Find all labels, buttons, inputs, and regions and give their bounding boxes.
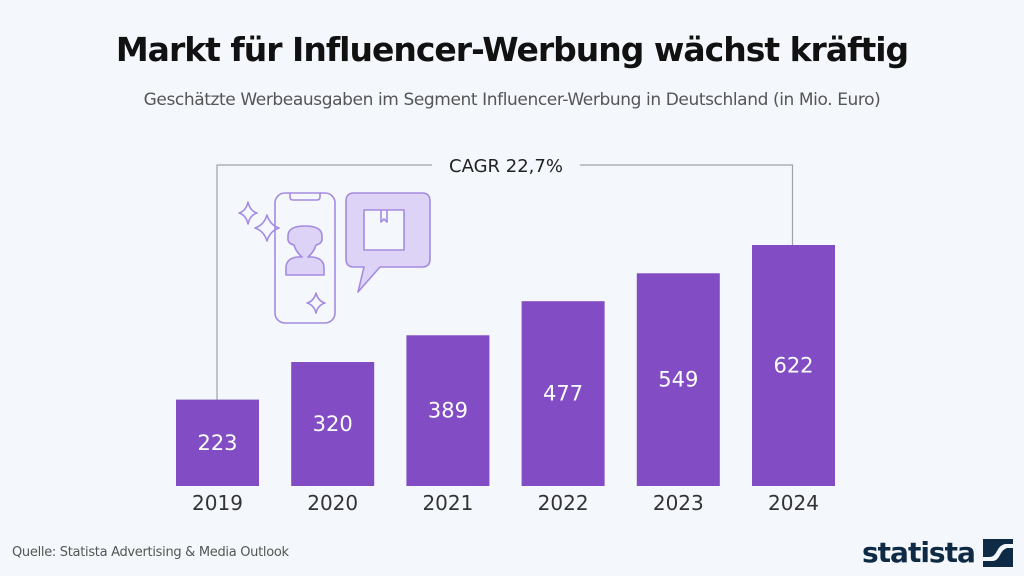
person-icon — [285, 225, 325, 276]
bar-value-label: 320 — [313, 412, 353, 436]
x-tick-label: 2023 — [653, 491, 704, 515]
smartphone-icon — [274, 192, 336, 324]
cagr-label: CAGR 22,7% — [449, 156, 563, 177]
sparkle-icon — [306, 292, 326, 314]
bar-labels-group: 223 320 389 477 549 622 — [197, 354, 813, 455]
bar-value-label: 389 — [428, 399, 468, 423]
x-tick-label: 2022 — [538, 491, 589, 515]
x-tick-label: 2019 — [192, 491, 243, 515]
cagr-bracket: CAGR 22,7% — [216, 156, 794, 400]
x-tick-label: 2020 — [307, 491, 358, 515]
bracket-left-line — [216, 164, 432, 400]
bracket-right-line — [580, 164, 794, 245]
bar-value-label: 223 — [197, 431, 237, 455]
bars-group — [176, 245, 835, 486]
package-tape — [380, 209, 388, 223]
statista-logo-icon — [982, 538, 1013, 567]
bar-value-label: 549 — [658, 368, 698, 392]
bar-2024 — [752, 245, 835, 486]
source-note: Quelle: Statista Advertising & Media Out… — [12, 545, 289, 560]
chart-title: Markt für Influencer-Werbung wächst kräf… — [115, 30, 909, 69]
package-icon — [363, 209, 405, 251]
smartphone-notch — [289, 192, 321, 201]
x-tick-label: 2024 — [768, 491, 819, 515]
bar-2019 — [176, 399, 259, 486]
sparkle-icon — [238, 201, 258, 225]
statista-logo[interactable]: statista — [862, 536, 1013, 569]
bar-2021 — [406, 335, 490, 486]
x-tick-labels-group: 2019 2020 2021 2022 2023 2024 — [192, 491, 819, 515]
influencer-illustration — [238, 192, 431, 324]
bar-2023 — [636, 273, 720, 486]
logo-text: statista — [862, 536, 976, 569]
bar-2022 — [521, 301, 605, 486]
x-tick-label: 2021 — [422, 491, 473, 515]
bar-value-label: 622 — [773, 354, 813, 378]
bar-2020 — [291, 362, 375, 486]
bar-value-label: 477 — [543, 382, 583, 406]
chart-subtitle: Geschätzte Werbeausgaben im Segment Infl… — [143, 90, 881, 110]
